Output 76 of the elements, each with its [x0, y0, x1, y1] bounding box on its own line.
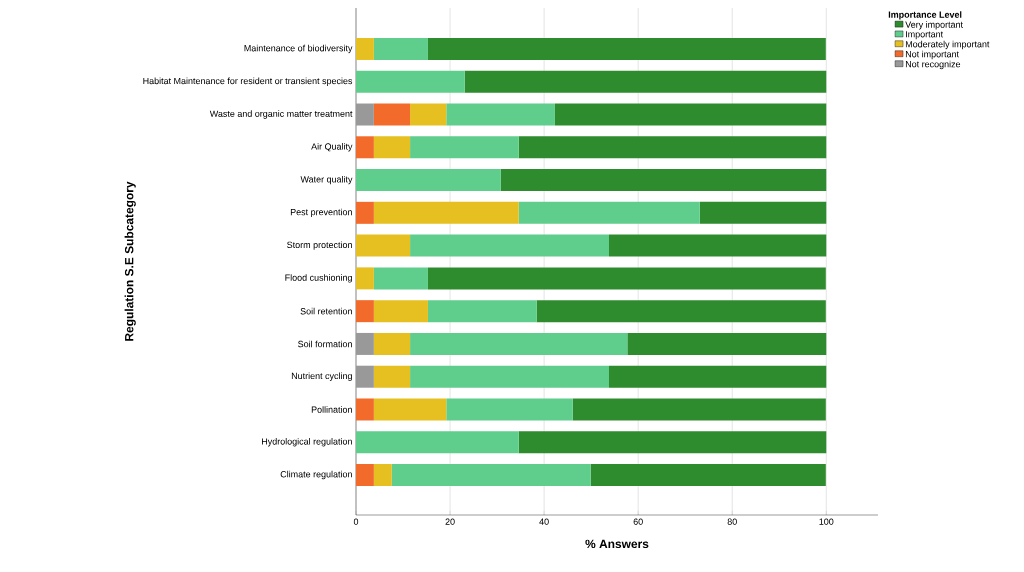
bar [356, 234, 411, 257]
x-axis-title: % Answers [585, 539, 649, 549]
legend-label: Moderately important [905, 40, 990, 50]
y-tick-label: Air Quality [311, 143, 353, 152]
y-tick-label: Pollination [311, 406, 352, 413]
bar [590, 464, 826, 487]
bar [373, 136, 411, 159]
bar [356, 300, 374, 323]
y-tick-label: Habitat Maintenance for resident or transient species [143, 77, 353, 86]
bar [373, 365, 411, 388]
x-tick-label: 40 [539, 518, 549, 525]
bar [373, 201, 519, 224]
bar [410, 103, 447, 126]
y-tick-label: Water quality [300, 175, 353, 185]
bar [356, 431, 519, 454]
y-tick-label: Waste and organic matter treatment [209, 110, 353, 119]
bar [427, 300, 537, 323]
bar [518, 201, 700, 224]
bar [373, 464, 392, 487]
y-tick-label: Soil formation [298, 340, 352, 348]
y-tick-label: Flood cushioning [285, 274, 352, 283]
bar [391, 464, 591, 487]
legend-label: Not recognize [905, 60, 961, 70]
bar [500, 169, 827, 192]
y-tick-label: Nutrient cycling [291, 372, 352, 381]
bar [410, 365, 610, 388]
legend-label: Very important [905, 21, 963, 30]
x-tick-label: 100 [819, 518, 834, 525]
y-tick-label: Storm protection [287, 241, 352, 250]
bar [446, 398, 573, 421]
bar [356, 37, 374, 60]
legend-label: Not important [905, 50, 959, 60]
bar [373, 103, 411, 126]
bar [373, 37, 428, 60]
bar [373, 267, 428, 290]
legend-title: Importance Level [888, 11, 962, 20]
bar [356, 201, 374, 224]
bar [699, 201, 827, 224]
bar [554, 103, 827, 126]
bar [356, 365, 374, 388]
bar [356, 103, 374, 126]
y-tick-label: Hydrological regulation [262, 438, 352, 447]
bar [572, 398, 826, 421]
bar [518, 136, 827, 159]
x-tick-label: 0 [353, 518, 359, 525]
bar [410, 234, 610, 257]
y-tick-label: Climate regulation [280, 470, 352, 480]
x-tick-label: 60 [633, 518, 643, 525]
bar [356, 267, 374, 290]
bar [373, 398, 447, 421]
y-tick-label: Pest prevention [290, 208, 352, 218]
y-axis-title: Regulation S.E Subcategory [124, 181, 136, 341]
bar [356, 136, 374, 159]
bar [609, 365, 827, 388]
bar [464, 70, 827, 93]
bar [356, 398, 374, 421]
y-tick-label: Soil retention [300, 307, 352, 315]
bar [410, 332, 628, 355]
x-tick-label: 80 [727, 518, 737, 525]
bar [518, 431, 827, 454]
bar [536, 300, 826, 323]
bar [609, 234, 827, 257]
bar [356, 332, 374, 355]
bar [356, 464, 374, 487]
bar [356, 70, 465, 93]
bar [446, 103, 555, 126]
bar [373, 300, 428, 323]
bar [410, 136, 519, 159]
bar [427, 37, 826, 60]
bar [356, 169, 501, 192]
legend-label: Important [906, 31, 944, 40]
bar [373, 332, 411, 355]
y-tick-label: Maintenance of biodiversity [244, 44, 353, 54]
x-tick-label: 20 [445, 518, 455, 525]
bar [427, 267, 826, 290]
bar [627, 332, 827, 355]
